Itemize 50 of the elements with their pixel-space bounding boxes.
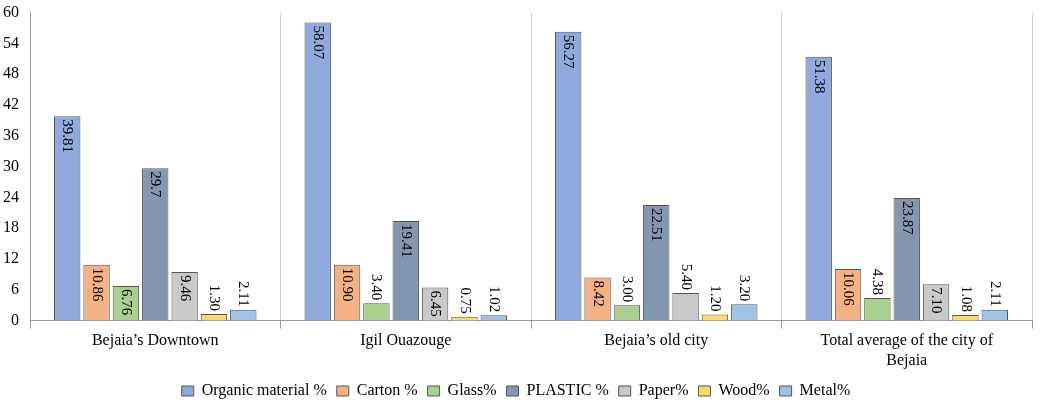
y-tick-label: 0 (11, 310, 19, 328)
legend-label: Metal% (799, 381, 851, 399)
y-tick-label: 48 (3, 64, 19, 82)
data-label: 56.27 (561, 34, 578, 69)
data-label: 6.76 (118, 288, 135, 316)
data-label: 8.42 (590, 280, 607, 307)
data-label: 23.87 (899, 201, 916, 236)
data-label: 4.38 (870, 268, 887, 296)
data-label: 0.75 (457, 287, 474, 314)
data-label: 10.86 (89, 267, 106, 303)
x-tick-label: Igil Ouazouge (360, 331, 452, 350)
data-label: 1.30 (207, 284, 223, 311)
data-label: 51.38 (811, 59, 828, 94)
data-label: 9.46 (177, 275, 194, 302)
data-label: 3.40 (369, 273, 386, 301)
data-label: 2.11 (987, 281, 1004, 307)
legend-label: Paper% (638, 381, 689, 400)
y-tick-label: 18 (3, 218, 19, 236)
y-tick-label: 36 (3, 126, 19, 143)
y-tick-label: 30 (3, 156, 19, 174)
legend-label: Carton % (356, 381, 418, 399)
data-label: 6.45 (428, 290, 445, 317)
data-label: 58.07 (310, 25, 327, 60)
data-label: 3.00 (619, 275, 636, 303)
data-label: 10.90 (340, 267, 357, 302)
legend-label: Glass% (447, 381, 497, 399)
x-tick-label: Bejaia’s Downtown (91, 331, 219, 350)
y-tick-label: 54 (3, 33, 19, 51)
x-tick-label: Total average of the city of Bejaia (820, 331, 994, 369)
legend-label: PLASTIC % (526, 381, 609, 399)
legend-label: Wood% (718, 381, 770, 399)
data-label: 29.7 (148, 171, 165, 198)
data-label: 3.20 (737, 274, 754, 302)
y-tick-label: 6 (11, 280, 19, 297)
data-label: 1.08 (958, 285, 975, 313)
legend-label: Organic material % (201, 381, 327, 400)
data-label: 5.40 (678, 263, 695, 290)
y-tick-label: 60 (3, 2, 19, 20)
y-tick-label: 12 (3, 249, 19, 267)
y-tick-label: 42 (3, 95, 19, 113)
data-label: 7.10 (929, 287, 946, 314)
data-label: 22.51 (649, 208, 666, 242)
data-label: 1.02 (486, 286, 503, 313)
data-label: 2.11 (236, 281, 253, 307)
data-label: 1.20 (708, 285, 724, 312)
data-label: 19.41 (398, 223, 415, 258)
y-tick-label: 24 (3, 187, 19, 205)
data-label: 39.81 (60, 119, 77, 153)
data-label: 10.06 (841, 271, 858, 307)
x-tick-label: Bejaia’s old city (604, 331, 709, 350)
